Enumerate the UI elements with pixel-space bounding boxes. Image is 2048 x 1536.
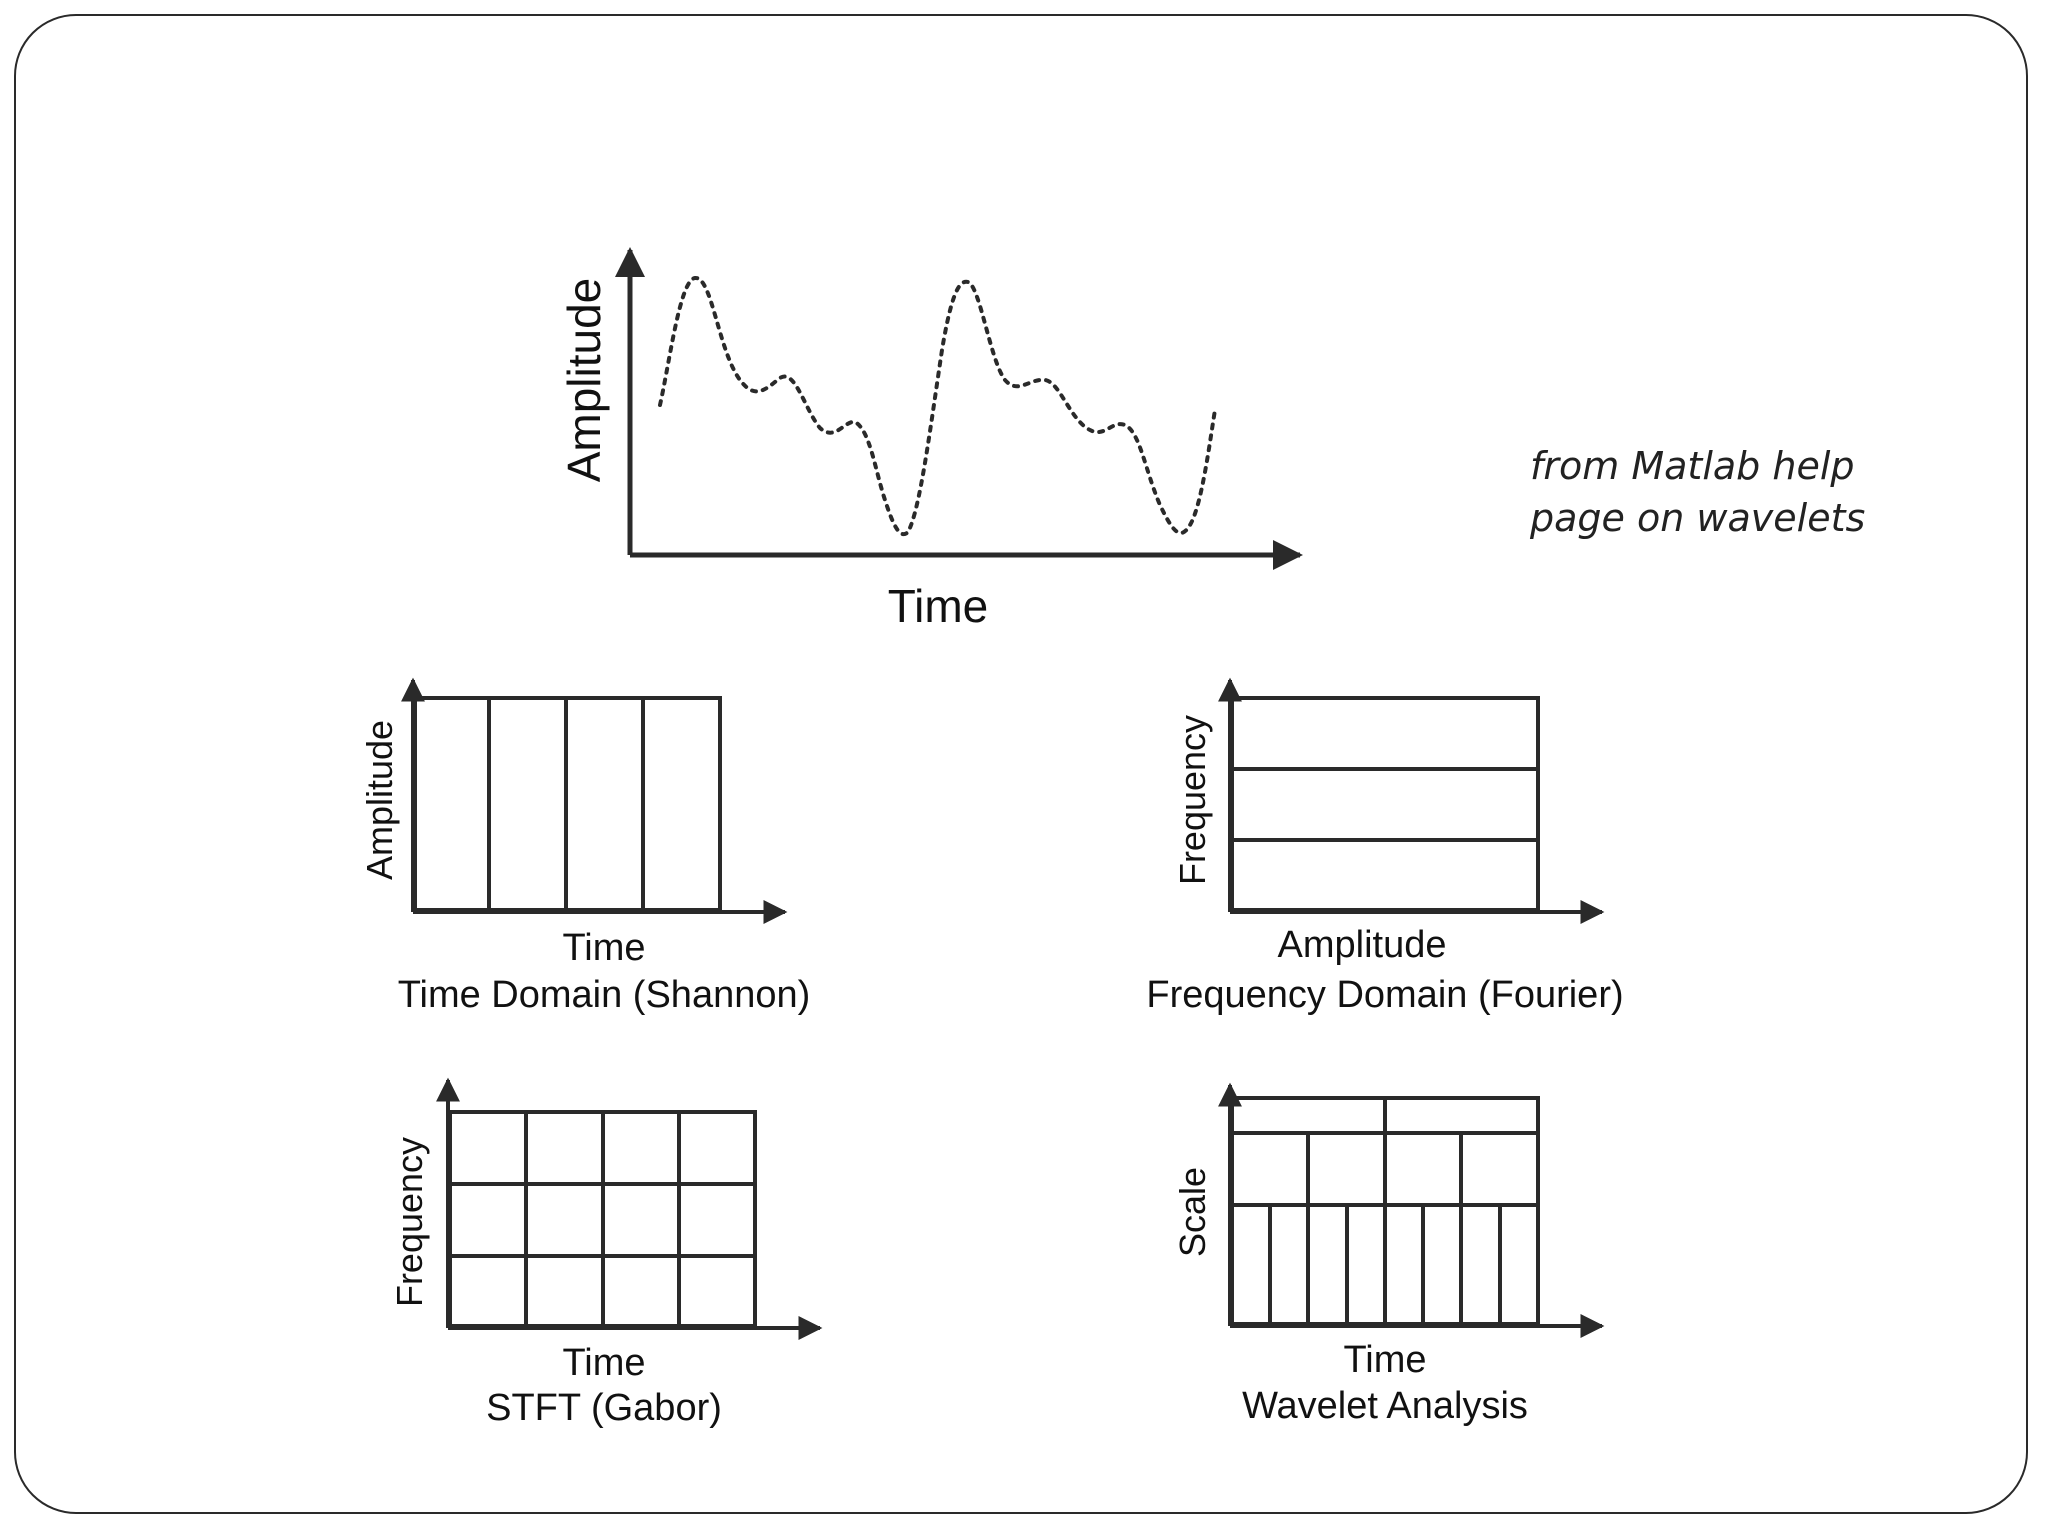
wavelet-xlabel: Time [1343, 1339, 1426, 1381]
wavelet-panel: Scale Time Wavelet Analysis [1172, 1082, 1605, 1427]
frequency-domain-grid-frame [1230, 696, 1540, 912]
source-note: from Matlab help page on wavelets [1530, 440, 1950, 544]
frequency-domain-ylabel: Frequency [1172, 715, 1213, 885]
signal-panel: Amplitude Time [558, 247, 1303, 632]
time-domain-caption: Time Domain (Shannon) [398, 974, 811, 1016]
source-note-line: page on wavelets [1530, 496, 1866, 540]
slide-frame [14, 14, 2028, 1514]
frequency-domain-xlabel: Amplitude [1278, 924, 1447, 966]
wavelet-ylabel: Scale [1172, 1167, 1213, 1257]
frequency-domain-panel: Frequency Amplitude Frequency Domain (Fo… [1146, 677, 1624, 1016]
stft-ylabel: Frequency [389, 1137, 430, 1307]
stft-panel: Frequency Time STFT (Gabor) [389, 1077, 823, 1429]
signal-curve [658, 276, 1217, 536]
stft-xlabel: Time [562, 1342, 645, 1384]
stft-caption: STFT (Gabor) [486, 1387, 722, 1429]
frequency-domain-caption: Frequency Domain (Fourier) [1146, 974, 1623, 1016]
time-domain-panel: Amplitude Time Time Domain (Shannon) [359, 677, 811, 1016]
signal-ylabel: Amplitude [558, 278, 610, 483]
time-domain-xlabel: Time [562, 927, 645, 969]
wavelet-caption: Wavelet Analysis [1242, 1385, 1528, 1427]
time-domain-ylabel: Amplitude [359, 720, 400, 880]
signal-xlabel: Time [888, 580, 989, 632]
source-note-line: from Matlab help [1530, 444, 1855, 488]
